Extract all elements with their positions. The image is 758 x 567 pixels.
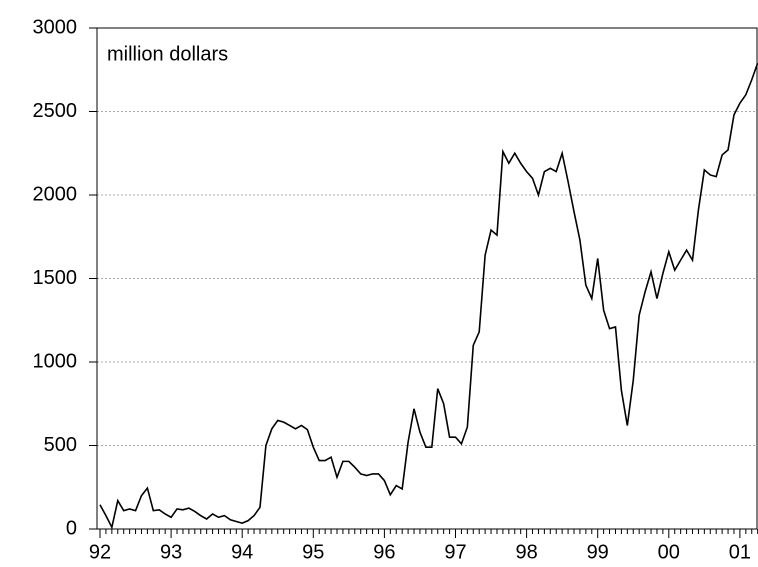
x-tick-label: 95	[302, 541, 324, 563]
x-tick-label: 92	[89, 541, 111, 563]
x-tick-label: 99	[587, 541, 609, 563]
x-tick-label: 93	[160, 541, 182, 563]
x-tick-label: 96	[373, 541, 395, 563]
y-tick-label: 3000	[33, 16, 78, 38]
plot-frame	[96, 27, 758, 530]
x-tick-label: 98	[515, 541, 537, 563]
y-tick-label: 2500	[33, 100, 78, 122]
annotation: million dollars	[107, 43, 228, 65]
y-tick-label: 0	[66, 517, 77, 539]
y-tick-label: 500	[44, 434, 77, 456]
x-tick-label: 94	[231, 541, 253, 563]
y-tick-label: 2000	[33, 183, 78, 205]
y-tick-label: 1000	[33, 350, 78, 372]
x-tick-label: 97	[444, 541, 466, 563]
x-tick-label: 00	[658, 541, 680, 563]
x-tick-label: 01	[729, 541, 751, 563]
y-tick-label: 1500	[33, 267, 78, 289]
line	[99, 62, 758, 530]
